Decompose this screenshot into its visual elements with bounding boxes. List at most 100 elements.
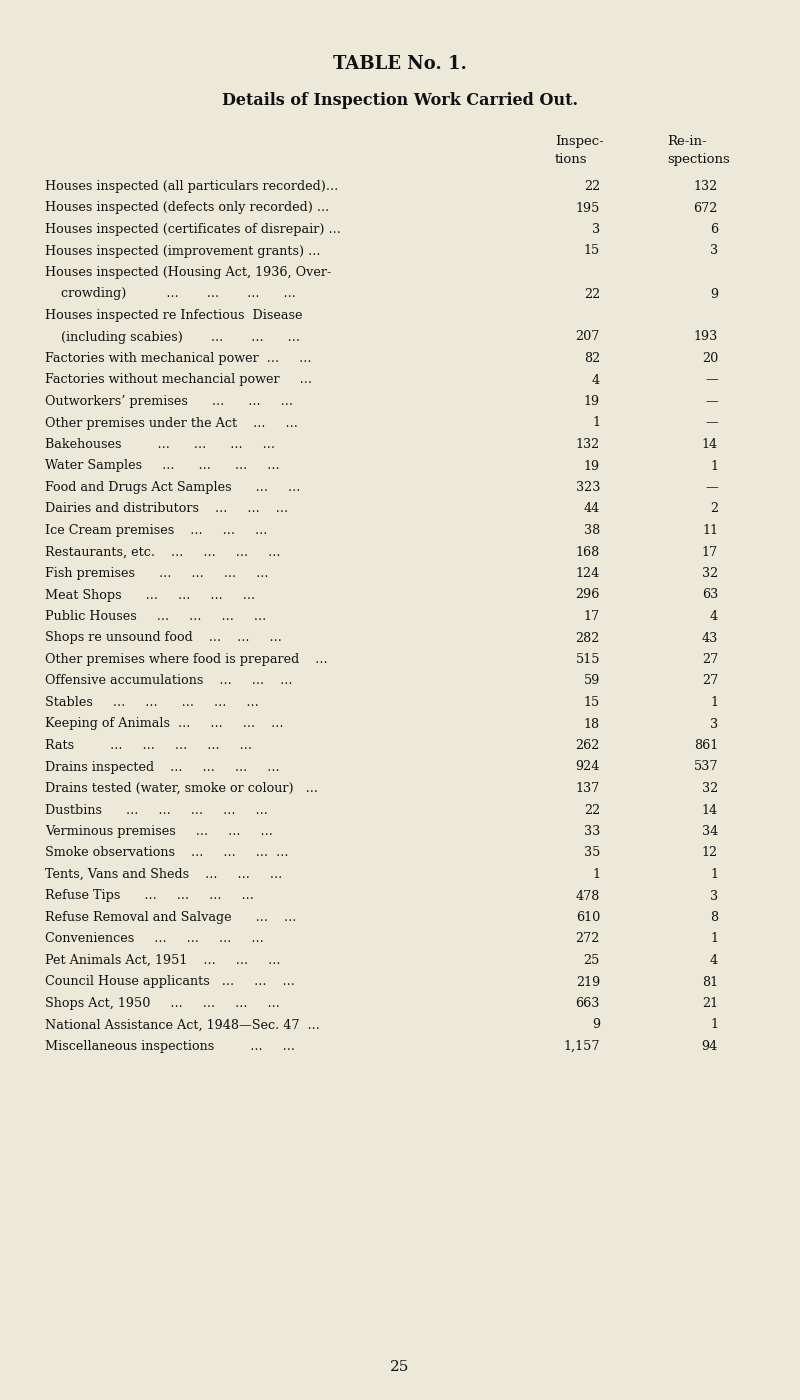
- Text: 1: 1: [710, 696, 718, 708]
- Text: 81: 81: [702, 976, 718, 988]
- Text: Houses inspected (all particulars recorded)...: Houses inspected (all particulars record…: [45, 181, 338, 193]
- Text: Refuse Removal and Salvage      ...    ...: Refuse Removal and Salvage ... ...: [45, 911, 296, 924]
- Text: 262: 262: [576, 739, 600, 752]
- Text: 14: 14: [702, 804, 718, 816]
- Text: Meat Shops      ...     ...     ...     ...: Meat Shops ... ... ... ...: [45, 588, 255, 602]
- Text: Inspec-: Inspec-: [555, 134, 604, 148]
- Text: Rats         ...     ...     ...     ...     ...: Rats ... ... ... ... ...: [45, 739, 252, 752]
- Text: Houses inspected (certificates of disrepair) ...: Houses inspected (certificates of disrep…: [45, 223, 341, 237]
- Text: 18: 18: [584, 717, 600, 731]
- Text: 43: 43: [702, 631, 718, 644]
- Text: 219: 219: [576, 976, 600, 988]
- Text: tions: tions: [555, 153, 587, 167]
- Text: Tents, Vans and Sheds    ...     ...     ...: Tents, Vans and Sheds ... ... ...: [45, 868, 282, 881]
- Text: Dairies and distributors    ...     ...    ...: Dairies and distributors ... ... ...: [45, 503, 288, 515]
- Text: 132: 132: [694, 181, 718, 193]
- Text: —: —: [706, 417, 718, 430]
- Text: Keeping of Animals  ...     ...     ...    ...: Keeping of Animals ... ... ... ...: [45, 717, 283, 731]
- Text: Shops Act, 1950     ...     ...     ...     ...: Shops Act, 1950 ... ... ... ...: [45, 997, 280, 1009]
- Text: Outworkers’ premises      ...      ...     ...: Outworkers’ premises ... ... ...: [45, 395, 293, 407]
- Text: 1: 1: [710, 1019, 718, 1032]
- Text: 168: 168: [576, 546, 600, 559]
- Text: 207: 207: [576, 330, 600, 343]
- Text: Ice Cream premises    ...     ...     ...: Ice Cream premises ... ... ...: [45, 524, 267, 538]
- Text: Houses inspected (defects only recorded) ...: Houses inspected (defects only recorded)…: [45, 202, 330, 214]
- Text: Factories without mechancial power     ...: Factories without mechancial power ...: [45, 374, 312, 386]
- Text: 12: 12: [702, 847, 718, 860]
- Text: 1: 1: [592, 417, 600, 430]
- Text: 22: 22: [584, 287, 600, 301]
- Text: Verminous premises     ...     ...     ...: Verminous premises ... ... ...: [45, 825, 273, 839]
- Text: 282: 282: [576, 631, 600, 644]
- Text: 1: 1: [710, 459, 718, 473]
- Text: —: —: [706, 482, 718, 494]
- Text: Miscellaneous inspections         ...     ...: Miscellaneous inspections ... ...: [45, 1040, 295, 1053]
- Text: (including scabies)       ...       ...      ...: (including scabies) ... ... ...: [45, 330, 300, 343]
- Text: 478: 478: [576, 889, 600, 903]
- Text: 9: 9: [710, 287, 718, 301]
- Text: Water Samples     ...      ...      ...     ...: Water Samples ... ... ... ...: [45, 459, 280, 473]
- Text: Drains tested (water, smoke or colour)   ...: Drains tested (water, smoke or colour) .…: [45, 783, 318, 795]
- Text: 33: 33: [584, 825, 600, 839]
- Text: crowding)          ...       ...       ...      ...: crowding) ... ... ... ...: [45, 287, 296, 301]
- Text: 1: 1: [592, 868, 600, 881]
- Text: 924: 924: [576, 760, 600, 773]
- Text: 25: 25: [584, 953, 600, 967]
- Text: 272: 272: [576, 932, 600, 945]
- Text: 82: 82: [584, 351, 600, 365]
- Text: 94: 94: [702, 1040, 718, 1053]
- Text: 610: 610: [576, 911, 600, 924]
- Text: 124: 124: [576, 567, 600, 580]
- Text: 25: 25: [390, 1359, 410, 1373]
- Text: 672: 672: [694, 202, 718, 214]
- Text: 15: 15: [584, 245, 600, 258]
- Text: 3: 3: [710, 717, 718, 731]
- Text: Details of Inspection Work Carried Out.: Details of Inspection Work Carried Out.: [222, 92, 578, 109]
- Text: 59: 59: [584, 675, 600, 687]
- Text: 34: 34: [702, 825, 718, 839]
- Text: Fish premises      ...     ...     ...     ...: Fish premises ... ... ... ...: [45, 567, 269, 580]
- Text: Shops re unsound food    ...    ...     ...: Shops re unsound food ... ... ...: [45, 631, 282, 644]
- Text: Public Houses     ...     ...     ...     ...: Public Houses ... ... ... ...: [45, 610, 266, 623]
- Text: 195: 195: [576, 202, 600, 214]
- Text: 27: 27: [702, 675, 718, 687]
- Text: 3: 3: [710, 245, 718, 258]
- Text: 663: 663: [576, 997, 600, 1009]
- Text: 17: 17: [584, 610, 600, 623]
- Text: 14: 14: [702, 438, 718, 451]
- Text: Refuse Tips      ...     ...     ...     ...: Refuse Tips ... ... ... ...: [45, 889, 254, 903]
- Text: 27: 27: [702, 652, 718, 666]
- Text: Drains inspected    ...     ...     ...     ...: Drains inspected ... ... ... ...: [45, 760, 280, 773]
- Text: 20: 20: [702, 351, 718, 365]
- Text: 15: 15: [584, 696, 600, 708]
- Text: 132: 132: [576, 438, 600, 451]
- Text: 32: 32: [702, 567, 718, 580]
- Text: 32: 32: [702, 783, 718, 795]
- Text: 4: 4: [710, 610, 718, 623]
- Text: 1: 1: [710, 932, 718, 945]
- Text: 6: 6: [710, 223, 718, 237]
- Text: Bakehouses         ...      ...      ...     ...: Bakehouses ... ... ... ...: [45, 438, 275, 451]
- Text: 8: 8: [710, 911, 718, 924]
- Text: 3: 3: [592, 223, 600, 237]
- Text: 4: 4: [710, 953, 718, 967]
- Text: TABLE No. 1.: TABLE No. 1.: [333, 55, 467, 73]
- Text: Pet Animals Act, 1951    ...     ...     ...: Pet Animals Act, 1951 ... ... ...: [45, 953, 281, 967]
- Text: Houses inspected (improvement grants) ...: Houses inspected (improvement grants) ..…: [45, 245, 321, 258]
- Text: 9: 9: [592, 1019, 600, 1032]
- Text: Dustbins      ...     ...     ...     ...     ...: Dustbins ... ... ... ... ...: [45, 804, 268, 816]
- Text: Houses inspected re Infectious  Disease: Houses inspected re Infectious Disease: [45, 309, 302, 322]
- Text: 22: 22: [584, 181, 600, 193]
- Text: 3: 3: [710, 889, 718, 903]
- Text: Houses inspected (Housing Act, 1936, Over-: Houses inspected (Housing Act, 1936, Ove…: [45, 266, 331, 279]
- Text: —: —: [706, 395, 718, 407]
- Text: 21: 21: [702, 997, 718, 1009]
- Text: 11: 11: [702, 524, 718, 538]
- Text: Other premises where food is prepared    ...: Other premises where food is prepared ..…: [45, 652, 328, 666]
- Text: National Assistance Act, 1948—Sec. 47  ...: National Assistance Act, 1948—Sec. 47 ..…: [45, 1019, 320, 1032]
- Text: 35: 35: [584, 847, 600, 860]
- Text: Council House applicants   ...     ...    ...: Council House applicants ... ... ...: [45, 976, 295, 988]
- Text: Other premises under the Act    ...     ...: Other premises under the Act ... ...: [45, 417, 298, 430]
- Text: 19: 19: [584, 459, 600, 473]
- Text: 38: 38: [584, 524, 600, 538]
